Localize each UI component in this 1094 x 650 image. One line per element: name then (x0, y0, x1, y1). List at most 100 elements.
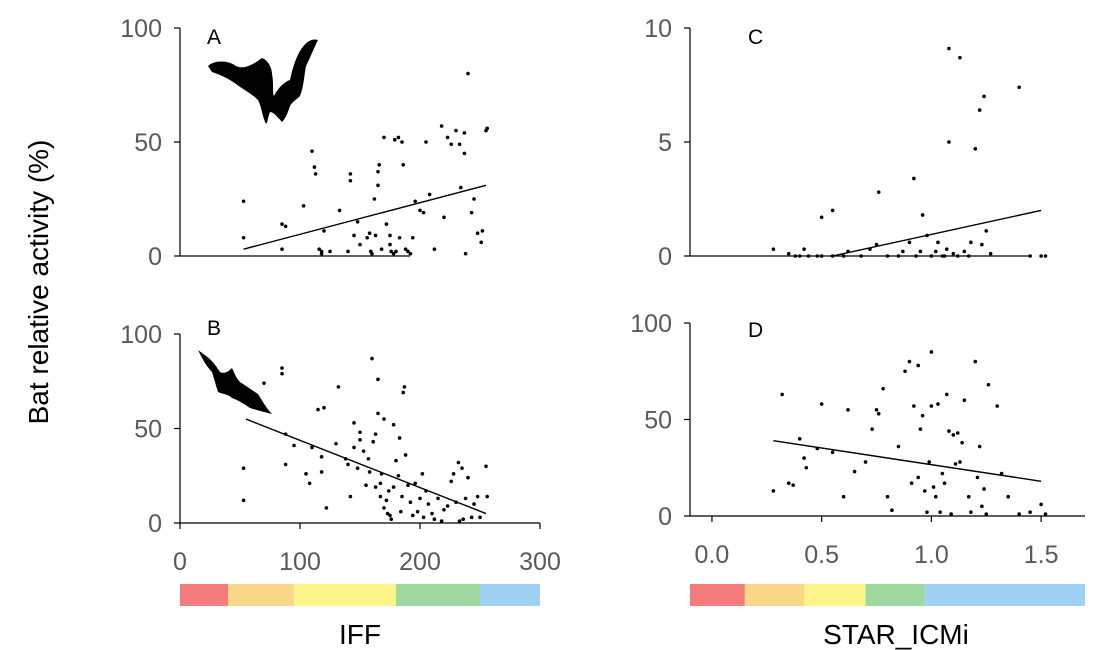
data-point (370, 251, 374, 256)
trend-line (243, 184, 487, 250)
data-point (408, 500, 413, 505)
data-point (382, 135, 386, 140)
data-point (389, 517, 394, 522)
data-point (920, 413, 925, 418)
y-tick-label: 0 (658, 243, 672, 271)
data-point (241, 466, 246, 470)
data-point (307, 481, 312, 486)
data-point (936, 240, 940, 245)
data-point (955, 431, 960, 435)
data-point (373, 485, 378, 489)
star-icmi-scale-segment-3 (804, 584, 866, 606)
data-point (977, 108, 982, 112)
data-point (370, 356, 374, 361)
data-point (485, 126, 490, 131)
data-point (372, 197, 377, 201)
data-point (367, 231, 372, 235)
data-point (958, 460, 962, 464)
data-point (942, 254, 947, 258)
data-point (916, 363, 921, 368)
data-point (461, 517, 466, 522)
data-point (364, 483, 368, 488)
iff-color-scale (180, 584, 540, 606)
data-point (445, 135, 450, 140)
y-tick-label: 100 (630, 310, 672, 338)
data-point (780, 392, 784, 397)
data-point (1017, 85, 1021, 90)
x-tick-label: 200 (399, 548, 441, 576)
data-point (923, 489, 927, 493)
data-point (485, 494, 490, 499)
data-point (940, 471, 945, 476)
data-point (406, 483, 410, 488)
data-point (890, 508, 894, 513)
x-tick-label: 100 (279, 548, 321, 576)
data-point (358, 438, 362, 442)
data-point (313, 172, 318, 176)
data-point (457, 519, 462, 523)
data-point (885, 254, 890, 258)
data-point (973, 359, 978, 364)
data-point (466, 475, 470, 480)
data-point (413, 199, 418, 204)
data-point (324, 506, 329, 510)
data-point (457, 142, 462, 147)
data-point (982, 487, 986, 491)
data-point (901, 249, 905, 254)
data-point (355, 466, 360, 470)
data-point (406, 249, 410, 254)
data-point (914, 254, 918, 258)
panel-c-letter: C (748, 26, 763, 49)
data-point (241, 235, 246, 240)
trend-line (245, 418, 487, 515)
data-point (388, 242, 392, 247)
data-point (927, 460, 931, 464)
data-point (859, 254, 863, 258)
data-point (418, 208, 422, 213)
data-point (478, 515, 482, 520)
data-point (973, 147, 978, 151)
data-point (960, 440, 964, 445)
data-point (348, 178, 353, 183)
data-point (962, 249, 967, 254)
x-tick-label: 300 (519, 548, 561, 576)
data-point (846, 408, 850, 412)
data-point (352, 421, 356, 425)
data-point (449, 479, 454, 484)
data-point (328, 249, 332, 254)
star-icmi-scale-segment-5 (924, 584, 1085, 606)
data-point (400, 494, 404, 499)
data-point (830, 208, 835, 213)
data-point (1039, 502, 1043, 507)
data-point (280, 371, 284, 376)
data-point (876, 190, 881, 194)
data-point (415, 509, 420, 514)
iff-scale-segment-5 (480, 584, 540, 606)
data-point (442, 507, 446, 512)
data-point (881, 386, 885, 391)
data-point (432, 517, 437, 522)
data-point (382, 506, 386, 510)
data-point (367, 470, 372, 474)
data-point (377, 163, 382, 167)
data-point (988, 251, 993, 256)
data-point (916, 475, 921, 480)
data-point (426, 502, 431, 506)
data-point (874, 408, 879, 412)
data-point (786, 251, 791, 256)
data-point (396, 135, 401, 140)
data-point (1028, 510, 1032, 514)
data-point (819, 215, 824, 220)
data-point (348, 494, 353, 499)
data-point (819, 254, 824, 258)
data-point (408, 251, 413, 256)
y-tick-label: 0 (658, 503, 672, 531)
bat-silhouette-icon (198, 350, 272, 414)
x-tick-label: 1.0 (914, 541, 949, 569)
data-point (317, 247, 322, 251)
bat-silhouette-icon (208, 39, 318, 125)
data-point (388, 233, 392, 238)
star-icmi-color-scale (690, 584, 1085, 606)
data-point (797, 437, 802, 441)
data-point (454, 128, 458, 133)
